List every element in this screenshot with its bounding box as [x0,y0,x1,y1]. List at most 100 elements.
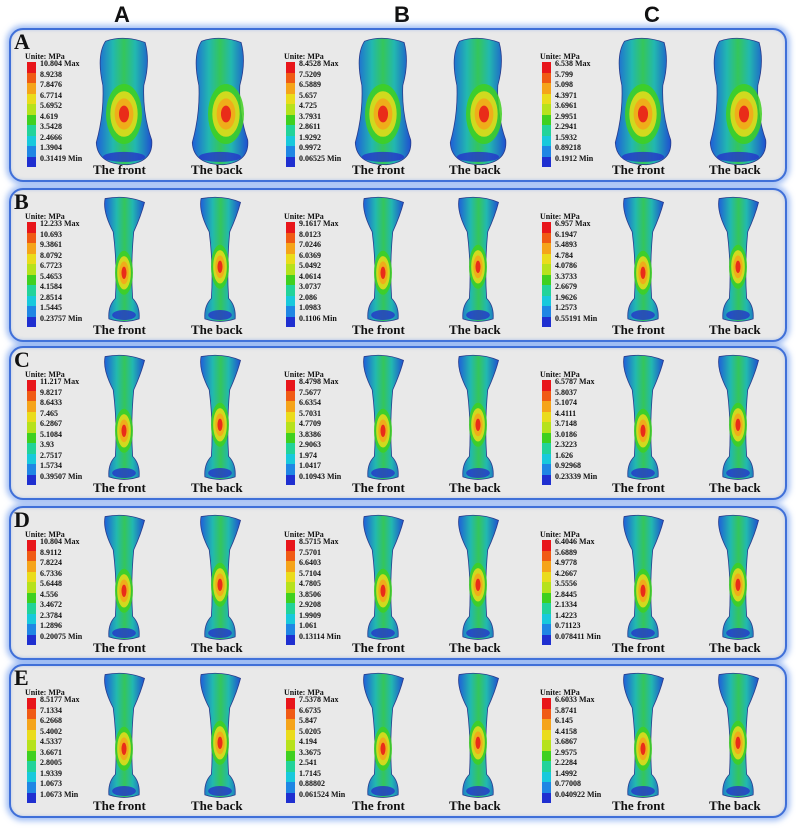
legend-value: 4.1584 [40,282,62,291]
legend-swatch [27,613,36,624]
stress-contour [380,742,386,755]
legend-swatch [542,561,551,572]
legend-swatch [27,104,36,115]
panel-row-a: A Unite: MPa 10.804 Max 8.9238 7.8476 6.7714 5… [9,28,787,182]
legend-value: 10.804 Max [40,537,80,546]
legend-swatch [542,411,551,422]
legend-value: 4.0614 [299,271,321,281]
legend-value: 7.8476 [40,80,62,89]
legend-swatch [27,719,36,730]
row-letter: A [14,29,30,54]
legend-value: 1.061 [299,621,317,630]
legend-swatch [542,550,551,561]
stress-contour [217,736,223,749]
legend-unit-label: Unite: MPa [540,52,580,61]
bone-model-front [623,196,664,322]
legend-swatch [27,83,36,94]
stress-contour [475,736,481,749]
legend-value: 5.6889 [555,547,577,557]
legend-unit-label: Unite: MPa [284,688,324,697]
stress-contour [478,105,490,123]
legend-value: 7.0246 [299,240,321,249]
legend-value: 1.9626 [555,292,577,302]
legend-unit-label: Unite: MPa [540,530,580,539]
legend-value: 2.8005 [40,758,62,767]
legend-swatch [286,390,295,401]
legend-value: 6.0369 [299,250,321,260]
legend-value: 3.0737 [299,282,321,291]
legend-value: 6.4046 Max [555,537,595,546]
legend-swatch [286,708,295,719]
legend-swatch [286,243,295,254]
legend-swatch [27,453,36,464]
legend-value: 4.7805 [299,579,321,588]
legend-unit-label: Unite: MPa [284,370,324,379]
legend-swatch [27,156,36,167]
legend-value: 1.4992 [555,768,577,778]
legend-swatch [27,135,36,146]
caption-front: The front [352,322,405,337]
legend-value: 1.3904 [40,143,62,152]
legend-value: 4.556 [40,589,58,599]
row-letter: C [14,347,30,372]
legend-value: 4.7709 [299,419,321,428]
caption-back: The back [709,162,761,177]
column-header-a: A [114,2,130,27]
legend-swatch [286,782,295,793]
bone-base-contour [466,786,490,797]
legend-value: 5.799 [555,69,573,79]
bone-model-front [363,196,404,322]
caption-back: The back [449,640,501,655]
legend-swatch [27,792,36,803]
bone-base-contour [102,151,146,162]
legend-value: 8.6433 [40,398,62,407]
legend-swatch [542,761,551,772]
legend-swatch [27,740,36,751]
color-legend: Unite: MPa 10.804 Max 8.9238 7.8476 6.7714 5.… [25,52,145,192]
legend-value: 9.3861 [40,240,62,249]
legend-value: 6.957 Max [555,219,591,228]
caption-front: The front [93,640,146,655]
legend-value: 2.541 [299,758,317,767]
legend-swatch [286,114,295,125]
legend-swatch [542,582,551,593]
legend-value: 3.7931 [299,111,321,121]
legend-value: 4.9778 [555,558,577,567]
legend-swatch [542,306,551,317]
legend-swatch [286,792,295,803]
legend-value: 6.1947 [555,229,577,239]
legend-value: 5.4653 [40,271,62,281]
legend-swatch [542,274,551,285]
bone-base-contour [198,151,242,162]
legend-swatch [27,316,36,327]
legend-value: 5.098 [555,80,573,89]
legend-value: 2.9951 [555,111,577,121]
legend-swatch [542,474,551,485]
legend-swatch [542,72,551,83]
legend-value: 0.39507 Min [40,471,83,481]
stress-contour [475,418,481,431]
legend-swatch [27,114,36,125]
bone-model-front [363,514,404,640]
legend-swatch [542,285,551,296]
legend-swatch [286,316,295,327]
stress-contour [377,105,389,123]
caption-front: The front [612,480,665,495]
panel-row-c: C Unite: MPa 11.217 Max 9.8217 8.6433 7.465 6.… [9,346,787,500]
bone-base-contour [726,310,750,321]
bone-base-contour [208,310,232,321]
legend-value: 4.0786 [555,261,577,270]
legend-swatch [542,708,551,719]
legend-swatch [286,232,295,243]
legend-swatch [286,295,295,306]
legend-value: 8.0123 [299,229,321,239]
caption-back: The back [709,798,761,813]
legend-value: 3.93 [40,440,54,449]
bone-base-contour [112,628,136,639]
bone-model-front [354,37,412,166]
legend-value: 5.6952 [40,101,62,110]
caption-back: The back [191,480,243,495]
legend-swatch [27,401,36,412]
legend-swatch [286,571,295,582]
legend-value: 5.7031 [299,408,321,418]
